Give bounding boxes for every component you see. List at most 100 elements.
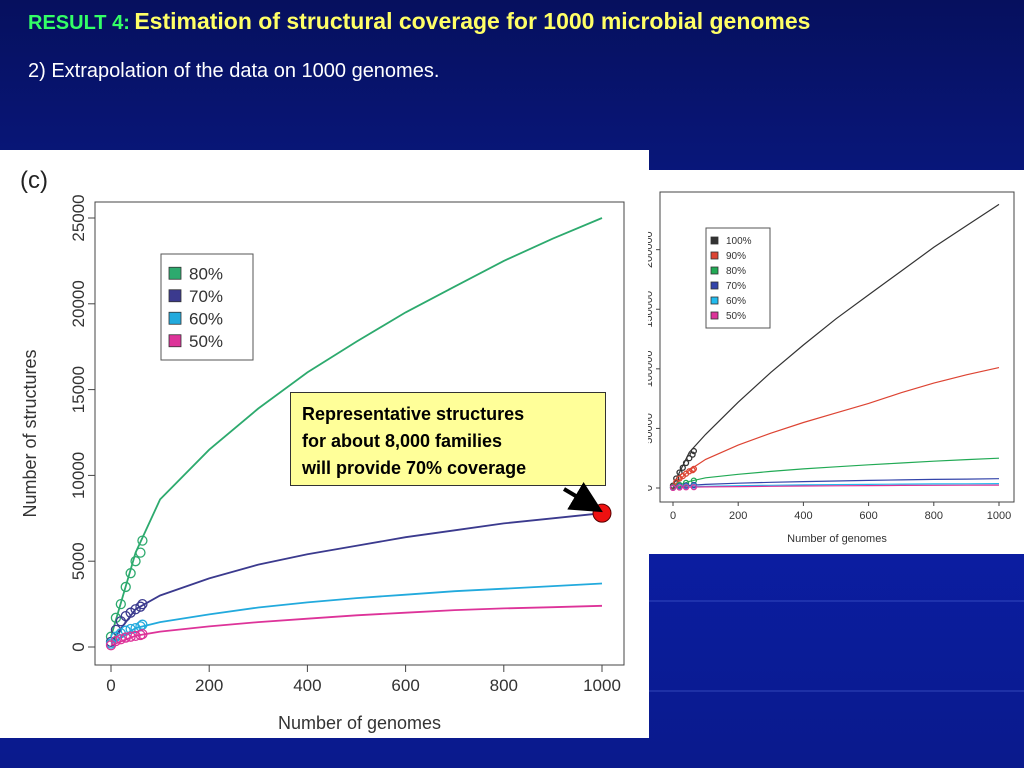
y-tick-label: 50000: [648, 413, 655, 444]
data-point: [125, 568, 136, 579]
series-line-100pct: [672, 203, 1000, 486]
legend-box: [705, 227, 771, 329]
plot-frame: [94, 201, 625, 666]
data-point: [676, 484, 683, 491]
data-point: [690, 465, 698, 473]
legend-label: 50%: [189, 332, 223, 351]
y-axis-label: Number of structures: [20, 349, 40, 517]
data-point: [682, 484, 690, 491]
data-point: [669, 484, 677, 492]
highlight-marker: [592, 503, 612, 523]
chart-b: (b)0200400600800100005000010000015000020…: [648, 191, 1015, 545]
callout-box: Representative structures for about 8,00…: [290, 392, 606, 486]
x-tick-label: 400: [794, 510, 812, 522]
legend-swatch: [168, 311, 182, 325]
legend-swatch: [710, 281, 719, 290]
data-point: [679, 464, 686, 471]
title-prefix: RESULT 4:: [28, 12, 130, 34]
y-tick-label: 0: [648, 485, 655, 491]
legend-label: 80%: [189, 264, 223, 283]
y-tick-label: 0: [69, 642, 88, 651]
data-point: [115, 598, 126, 610]
callout-line: Representative structures: [302, 404, 525, 424]
callout-line: for about 8,000 families: [302, 431, 503, 451]
legend-swatch: [710, 236, 719, 245]
legend-swatch: [710, 251, 719, 260]
series-line-70pct: [672, 478, 1000, 489]
legend-label: 70%: [189, 287, 223, 306]
x-tick-label: 200: [729, 510, 747, 522]
data-point: [676, 469, 683, 476]
slide-title: RESULT 4: Estimation of structural cover…: [28, 8, 810, 35]
data-point: [137, 535, 148, 546]
x-tick-label: 400: [293, 676, 321, 695]
data-point: [689, 451, 696, 458]
data-point: [130, 630, 141, 641]
series-line-90pct: [672, 367, 1000, 488]
data-point: [115, 634, 126, 645]
data-point: [673, 475, 680, 482]
legend-label: 50%: [726, 311, 746, 322]
series-line-60pct: [110, 582, 603, 645]
data-point: [682, 459, 690, 467]
legend-label: 80%: [726, 266, 746, 277]
data-point: [125, 631, 136, 642]
chart-c: (c)0 200 400 600 800 100005000100001500020000…: [20, 167, 625, 733]
x-tick-label: 200: [195, 676, 223, 695]
data-point: [125, 623, 136, 635]
legend-swatch: [168, 289, 182, 303]
x-tick-label: 1000: [583, 676, 621, 695]
data-point: [686, 455, 693, 462]
data-point: [686, 468, 693, 475]
data-point: [135, 601, 146, 612]
series-line-70pct: [110, 512, 603, 643]
x-axis-label: Number of genomes: [787, 533, 887, 545]
data-point: [120, 632, 131, 643]
x-tick-label: 800: [490, 676, 518, 695]
y-tick-label: 20000: [69, 280, 88, 327]
title-text: Estimation of structural coverage for 10…: [134, 8, 811, 34]
legend-swatch: [168, 334, 182, 348]
y-tick-label: 150000: [648, 291, 655, 328]
x-tick-label: 0: [106, 676, 115, 695]
legend-swatch: [710, 311, 719, 320]
slide-subtitle: 2) Extrapolation of the data on 1000 gen…: [28, 60, 440, 82]
legend-label: 70%: [726, 281, 746, 292]
legend-label: 90%: [726, 251, 746, 262]
data-point: [689, 466, 696, 474]
y-tick-label: 100000: [648, 350, 655, 387]
data-point: [120, 581, 131, 593]
x-tick-label: 0: [670, 510, 676, 522]
x-tick-label: 1000: [987, 510, 1011, 522]
panel-label: (c): [20, 167, 48, 194]
legend-label: 60%: [189, 309, 223, 328]
data-point: [137, 628, 148, 640]
y-tick-label: 200000: [648, 231, 655, 268]
x-tick-label: 600: [859, 510, 877, 522]
chart-panel-b: (b)0200400600800100005000010000015000020…: [648, 170, 1024, 554]
data-point: [690, 483, 698, 491]
series-line-80pct: [672, 457, 1000, 488]
x-tick-label: 800: [925, 510, 943, 522]
x-tick-label: 600: [391, 676, 419, 695]
data-point: [690, 447, 698, 455]
data-point: [137, 598, 148, 610]
series-line-50pct: [672, 484, 1000, 489]
series-line-50pct: [110, 604, 603, 647]
legend-swatch: [710, 266, 719, 275]
data-point: [130, 556, 141, 567]
legend-swatch: [168, 266, 182, 280]
legend-swatch: [710, 296, 719, 305]
plot-frame: [659, 191, 1015, 503]
legend-label: 100%: [726, 236, 752, 247]
x-axis-label: Number of genomes: [278, 713, 441, 733]
y-tick-label: 10000: [69, 452, 88, 499]
callout-line: will provide 70% coverage: [302, 458, 527, 478]
data-point: [130, 604, 141, 615]
data-point: [110, 635, 122, 647]
y-tick-label: 5000: [69, 542, 88, 580]
y-tick-label: 15000: [69, 366, 88, 413]
data-point: [135, 547, 146, 558]
series-line-80pct: [110, 217, 603, 637]
legend-label: 60%: [726, 296, 746, 307]
